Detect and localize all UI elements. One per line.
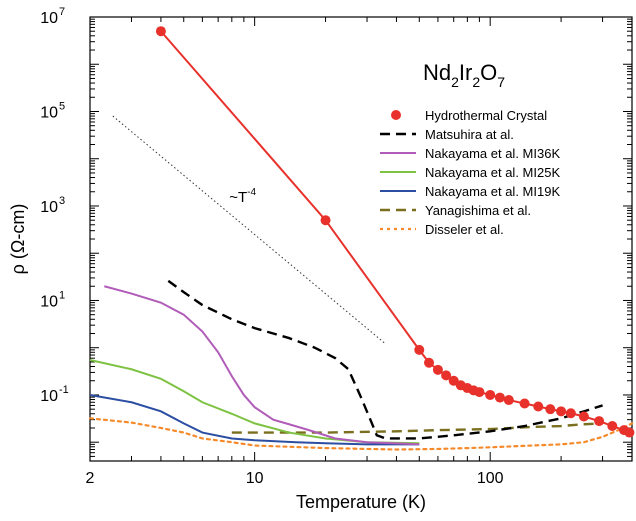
series-line-nakayama-et-al-mi25k — [89, 359, 420, 445]
data-point-hydrothermal-crystal — [320, 215, 331, 226]
data-point-hydrothermal-crystal — [503, 395, 514, 406]
series-markers — [155, 26, 635, 438]
legend: Hydrothermal Crystal Matsuhira at al. Naka… — [380, 108, 560, 237]
data-point-hydrothermal-crystal — [414, 344, 425, 355]
x-tick-label: 100 — [477, 470, 504, 487]
y-tick-label-exponent: 1 — [59, 289, 65, 301]
series-line-yanagishima-et-al — [231, 422, 603, 434]
compound-label: Nd2Ir2O7 — [423, 60, 505, 90]
legend-label-nakayama-et-al-mi36k: Nakayama et al. MI36K — [425, 146, 560, 161]
y-tick-label: 10 — [40, 104, 58, 121]
series-line-nakayama-et-al-mi19k — [89, 393, 420, 446]
y-tick-label: 10 — [40, 199, 58, 216]
y-tick-label-exponent: 7 — [59, 6, 65, 18]
data-point-hydrothermal-crystal — [432, 364, 443, 375]
y-tick-label-exponent: 5 — [59, 100, 65, 112]
data-point-hydrothermal-crystal — [594, 416, 605, 427]
x-axis-label: Temperature (K) — [296, 492, 426, 512]
series-lines — [88, 30, 634, 451]
legend-label-hydrothermal-crystal: Hydrothermal Crystal — [425, 108, 547, 123]
x-tick-label: 2 — [86, 470, 95, 487]
data-point-hydrothermal-crystal — [441, 370, 452, 381]
power-law-annotation: ~T-4 — [229, 187, 256, 206]
legend-marker-hydrothermal-crystal — [391, 110, 401, 120]
data-point-hydrothermal-crystal — [494, 392, 505, 403]
data-point-hydrothermal-crystal — [578, 411, 589, 422]
y-tick-label: 10 — [40, 10, 58, 27]
data-point-hydrothermal-crystal — [424, 357, 435, 368]
data-point-hydrothermal-crystal — [624, 427, 635, 438]
data-point-hydrothermal-crystal — [474, 387, 485, 398]
series-line-nakayama-et-al-mi36k — [104, 285, 420, 446]
axis-ticks — [89, 16, 633, 462]
y-tick-label: 10 — [40, 293, 58, 310]
data-point-hydrothermal-crystal — [485, 389, 496, 400]
data-point-hydrothermal-crystal — [519, 398, 530, 409]
data-point-hydrothermal-crystal — [155, 26, 166, 37]
data-point-hydrothermal-crystal — [448, 375, 459, 386]
legend-label-disseler-et-al: Disseler et al. — [425, 222, 504, 237]
series-line-hydrothermal-crystal — [160, 30, 630, 434]
data-point-hydrothermal-crystal — [545, 404, 556, 415]
legend-label-matsuhira-at-al: Matsuhira at al. — [425, 127, 514, 142]
data-point-hydrothermal-crystal — [607, 421, 618, 432]
data-point-hydrothermal-crystal — [556, 406, 567, 417]
y-axis-label: ρ (Ω-cm) — [8, 204, 28, 275]
data-point-hydrothermal-crystal — [533, 401, 544, 412]
legend-label-nakayama-et-al-mi25k: Nakayama et al. MI25K — [425, 165, 560, 180]
legend-label-nakayama-et-al-mi19k: Nakayama et al. MI19K — [425, 184, 560, 199]
y-tick-label-exponent: -1 — [59, 384, 69, 396]
series-line-matsuhira-at-al — [167, 279, 603, 440]
x-tick-label: 10 — [246, 470, 264, 487]
y-tick-label-exponent: 3 — [59, 195, 65, 207]
power-law-guide-line — [112, 115, 386, 345]
data-point-hydrothermal-crystal — [565, 408, 576, 419]
series-line-disseler-et-al — [88, 417, 634, 451]
y-tick-label: 10 — [40, 388, 58, 405]
legend-label-yanagishima-et-al: Yanagishima et al. — [425, 203, 531, 218]
